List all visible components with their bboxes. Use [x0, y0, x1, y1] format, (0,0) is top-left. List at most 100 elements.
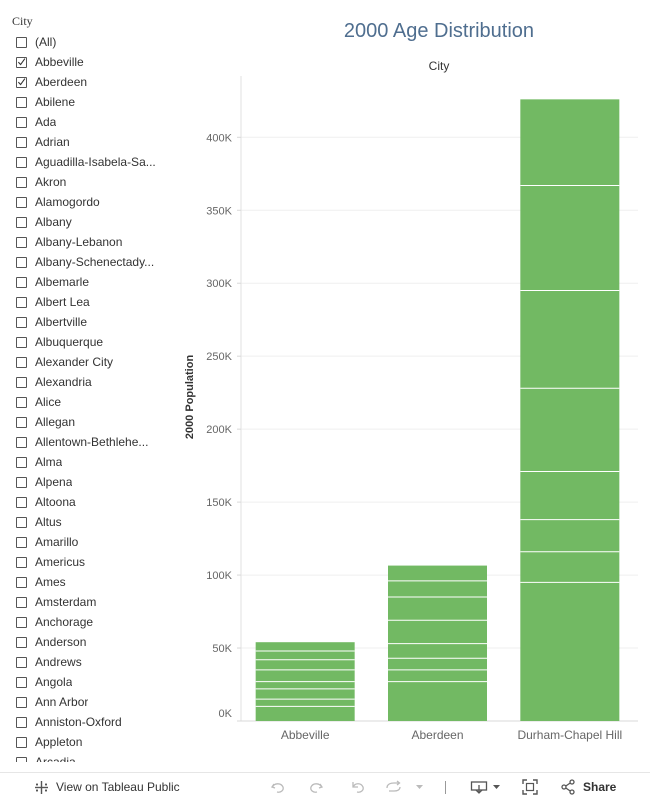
revert-button[interactable]	[350, 773, 366, 801]
checkbox[interactable]	[16, 76, 27, 88]
filter-item[interactable]: Altus	[16, 512, 156, 532]
filter-item[interactable]: Alexander City	[16, 352, 156, 372]
fullscreen-button[interactable]	[522, 773, 538, 801]
filter-item[interactable]: Alice	[16, 392, 156, 412]
undo-button[interactable]	[270, 773, 286, 801]
checkbox[interactable]	[16, 276, 27, 288]
checkbox[interactable]	[16, 576, 27, 588]
checkbox[interactable]	[16, 556, 27, 568]
filter-item[interactable]: Albany	[16, 212, 156, 232]
checkbox[interactable]	[16, 296, 27, 308]
filter-item[interactable]: Aguadilla-Isabela-Sa...	[16, 152, 156, 172]
filter-item[interactable]: Amsterdam	[16, 592, 156, 612]
y-tick-label: 250K	[206, 351, 232, 363]
filter-item[interactable]: Alma	[16, 452, 156, 472]
redo-button[interactable]	[308, 773, 324, 801]
view-on-tableau-public-label: View on Tableau Public	[56, 780, 180, 794]
filter-item[interactable]: Alpena	[16, 472, 156, 492]
checkbox[interactable]	[16, 236, 27, 248]
checkbox[interactable]	[16, 636, 27, 648]
filter-item[interactable]: Akron	[16, 172, 156, 192]
revert-icon	[352, 782, 364, 793]
filter-item[interactable]: Ames	[16, 572, 156, 592]
checkbox[interactable]	[16, 456, 27, 468]
checkbox[interactable]	[16, 476, 27, 488]
share-button[interactable]: Share	[560, 773, 616, 801]
filter-item[interactable]: Angola	[16, 672, 156, 692]
bar[interactable]	[520, 99, 620, 722]
checkbox[interactable]	[16, 616, 27, 628]
filter-item[interactable]: Amarillo	[16, 532, 156, 552]
share-label: Share	[583, 780, 617, 794]
chevron-down-icon	[416, 785, 423, 789]
filter-item[interactable]: Ann Arbor	[16, 692, 156, 712]
checkbox[interactable]	[16, 536, 27, 548]
checkbox[interactable]	[16, 696, 27, 708]
filter-item[interactable]: (All)	[16, 32, 156, 52]
filter-item[interactable]: Anniston-Oxford	[16, 712, 156, 732]
checkbox[interactable]	[16, 176, 27, 188]
axes: 0K 50K 100K 150K 200K 250K 300K 350K 400K Abbevil…	[206, 76, 638, 742]
city-filter-panel: City (All) Abbeville Aberdeen Abilene Ada Adr…	[0, 0, 175, 762]
checkbox[interactable]	[16, 656, 27, 668]
checkbox[interactable]	[16, 336, 27, 348]
bar[interactable]	[255, 642, 355, 721]
filter-item[interactable]: Arcadia	[16, 752, 156, 762]
filter-item[interactable]: Alexandria	[16, 372, 156, 392]
filter-item[interactable]: Allentown-Bethlehe...	[16, 432, 156, 452]
checkbox[interactable]	[16, 196, 27, 208]
x-tick-label: Abbeville	[281, 728, 330, 742]
checkbox[interactable]	[16, 596, 27, 608]
chart-title: 2000 Age Distribution	[343, 20, 535, 42]
bar[interactable]	[388, 565, 487, 721]
checkbox[interactable]	[16, 36, 27, 48]
filter-item[interactable]: Albany-Lebanon	[16, 232, 156, 252]
y-tick-label: 150K	[206, 497, 232, 509]
checkbox[interactable]	[16, 516, 27, 528]
checkbox[interactable]	[16, 136, 27, 148]
checkbox[interactable]	[16, 96, 27, 108]
checkbox[interactable]	[16, 496, 27, 508]
filter-item[interactable]: Americus	[16, 552, 156, 572]
bars	[255, 99, 620, 722]
filter-item[interactable]: Allegan	[16, 412, 156, 432]
filter-item[interactable]: Anderson	[16, 632, 156, 652]
checkbox[interactable]	[16, 56, 27, 68]
checkbox[interactable]	[16, 756, 27, 762]
checkbox[interactable]	[16, 356, 27, 368]
checkbox[interactable]	[16, 376, 27, 388]
filter-item[interactable]: Altoona	[16, 492, 156, 512]
checkbox[interactable]	[16, 416, 27, 428]
filter-item[interactable]: Albany-Schenectady...	[16, 252, 156, 272]
x-tick-label: Durham-Chapel Hill	[517, 728, 622, 742]
refresh-dropdown[interactable]	[415, 773, 424, 801]
checkbox[interactable]	[16, 256, 27, 268]
filter-item[interactable]: Albuquerque	[16, 332, 156, 352]
checkbox[interactable]	[16, 716, 27, 728]
checkbox[interactable]	[16, 216, 27, 228]
view-on-tableau-public-link[interactable]: View on Tableau Public	[34, 773, 180, 801]
refresh-button[interactable]	[385, 773, 403, 801]
y-tick-label: 50K	[212, 643, 232, 655]
filter-item[interactable]: Abilene	[16, 92, 156, 112]
checkbox[interactable]	[16, 156, 27, 168]
download-button[interactable]	[470, 773, 501, 801]
filter-item[interactable]: Adrian	[16, 132, 156, 152]
tableau-toolbar: View on Tableau Public Share	[0, 772, 650, 801]
checkbox[interactable]	[16, 396, 27, 408]
checkbox[interactable]	[16, 436, 27, 448]
filter-item[interactable]: Aberdeen	[16, 72, 156, 92]
filter-item[interactable]: Ada	[16, 112, 156, 132]
checkbox[interactable]	[16, 676, 27, 688]
filter-item[interactable]: Albert Lea	[16, 292, 156, 312]
checkbox[interactable]	[16, 116, 27, 128]
checkbox[interactable]	[16, 736, 27, 748]
filter-item[interactable]: Appleton	[16, 732, 156, 752]
filter-item[interactable]: Anchorage	[16, 612, 156, 632]
filter-item[interactable]: Alamogordo	[16, 192, 156, 212]
filter-item[interactable]: Albemarle	[16, 272, 156, 292]
filter-item[interactable]: Abbeville	[16, 52, 156, 72]
filter-item[interactable]: Albertville	[16, 312, 156, 332]
checkbox[interactable]	[16, 316, 27, 328]
filter-item[interactable]: Andrews	[16, 652, 156, 672]
